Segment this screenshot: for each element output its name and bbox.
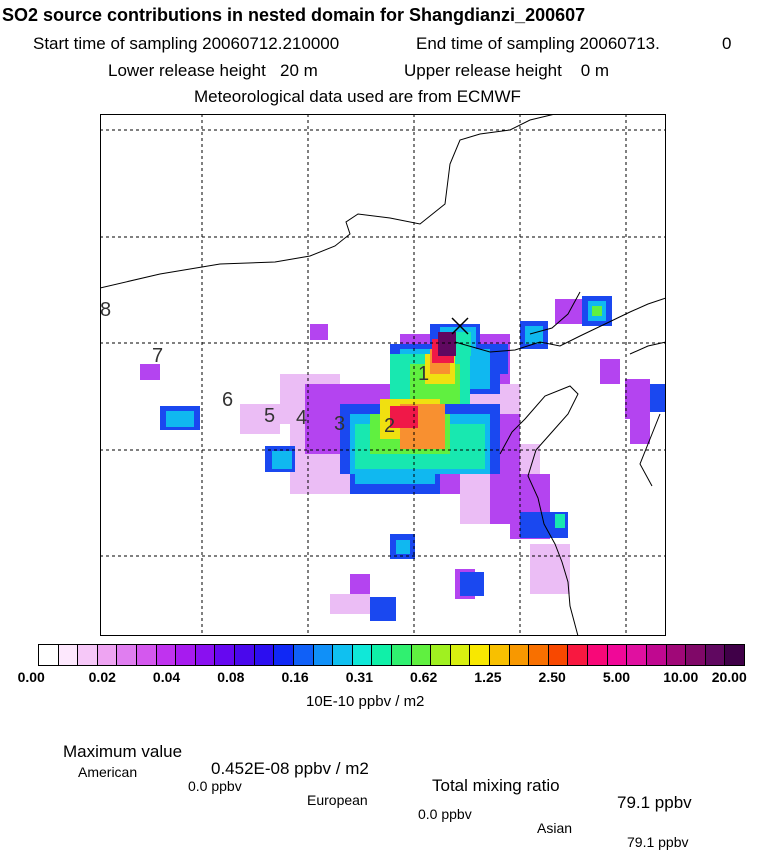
region-american-value: 0.0 ppbv [188, 778, 242, 794]
colorbar-tick-label: 0.16 [281, 669, 309, 685]
colorbar-segment [137, 645, 157, 665]
colorbar-segment [215, 645, 236, 665]
lower-release-height: Lower release height 20 m [108, 61, 318, 80]
trajectory-label: 7 [152, 345, 163, 367]
colorbar-segment [529, 645, 549, 665]
sampling-end: End time of sampling 20060713. [416, 34, 660, 53]
colorbar-tick-label: 0.04 [152, 669, 181, 685]
colorbar-tick-label: 0.08 [217, 669, 245, 685]
colorbar-segment [646, 645, 667, 665]
colorbar-segment [548, 645, 569, 665]
colorbar-segment [39, 645, 59, 665]
colorbar-segment [235, 645, 255, 665]
trajectory-label: 4 [296, 407, 307, 429]
trajectory-label: 6 [222, 389, 233, 411]
colorbar-segment [450, 645, 471, 665]
colorbar-segment [176, 645, 196, 665]
colorbar-segment [254, 645, 275, 665]
colorbar-tick-label: 10.00 [663, 669, 699, 685]
receptor-marker [451, 317, 469, 335]
colorbar-units: 10E-10 ppbv / m2 [306, 693, 425, 710]
colorbar-segment [607, 645, 628, 665]
colorbar-segment [274, 645, 294, 665]
colorbar-tick-label: 1.25 [474, 669, 502, 685]
colorbar-segment [431, 645, 451, 665]
colorbar-tick-label: 0.62 [410, 669, 438, 685]
trajectory-labels: 1 2 3 45 6 7 8 [100, 299, 429, 437]
colorbar-segment [78, 645, 98, 665]
colorbar-segment [391, 645, 412, 665]
colorbar-segment [686, 645, 706, 665]
colorbar-segment [372, 645, 392, 665]
colorbar-segment [666, 645, 687, 665]
grid [100, 114, 666, 636]
colorbar-segment [490, 645, 510, 665]
colorbar-segment [58, 645, 79, 665]
colorbar-segment [333, 645, 353, 665]
colorbar-tick-label: 0.31 [345, 669, 373, 685]
region-european-label: European [307, 792, 368, 808]
colorbar-segment [352, 645, 373, 665]
region-asian-label: Asian [537, 820, 573, 836]
region-american-label: American [78, 764, 138, 780]
colorbar-segment [568, 645, 589, 665]
trajectory-label: 5 [264, 405, 275, 427]
trajectory-label: 2 [384, 415, 395, 437]
trajectory-label: 1 [418, 363, 429, 385]
colorbar-tick-label: 0.00 [17, 669, 45, 685]
colorbar-segment [156, 645, 177, 665]
meteorological-data-label: Meteorological data used are from ECMWF [194, 87, 521, 106]
colorbar [38, 644, 745, 666]
colorbar-tick-label: 0.02 [88, 669, 116, 685]
colorbar-segment [588, 645, 608, 665]
colorbar-tick-label: 2.50 [538, 669, 566, 685]
colorbar-tick-label: 20.00 [711, 669, 747, 685]
trajectory-label: 3 [334, 413, 345, 435]
colorbar-segment [97, 645, 118, 665]
plume-field [140, 296, 666, 621]
max-value-label: Maximum value [63, 742, 183, 761]
colorbar-segment [117, 645, 138, 665]
sampling-start: Start time of sampling 20060712.210000 [33, 34, 340, 53]
trajectory-label: 8 [100, 299, 111, 321]
upper-release-height: Upper release height 0 m [404, 61, 610, 80]
coastline [100, 114, 666, 636]
colorbar-segment [195, 645, 216, 665]
contribution-map: 1 2 3 45 6 7 8 [100, 114, 666, 636]
colorbar-segment [293, 645, 314, 665]
colorbar-segment [705, 645, 726, 665]
sampling-end-suffix: 0 [722, 34, 732, 53]
region-asian-value: 79.1 ppbv [627, 834, 689, 850]
colorbar-segment [411, 645, 432, 665]
colorbar-segment [470, 645, 491, 665]
colorbar-tick-label: 5.00 [602, 669, 631, 685]
colorbar-segment [313, 645, 334, 665]
colorbar-segment [509, 645, 530, 665]
region-european-value: 0.0 ppbv [418, 806, 472, 822]
colorbar-segment [627, 645, 647, 665]
colorbar-segment [725, 645, 744, 665]
map-title: SO2 source contributions in nested domai… [2, 5, 586, 25]
stats-regions: American 0.0 ppbv European 0.0 ppbv Asia… [0, 751, 768, 849]
